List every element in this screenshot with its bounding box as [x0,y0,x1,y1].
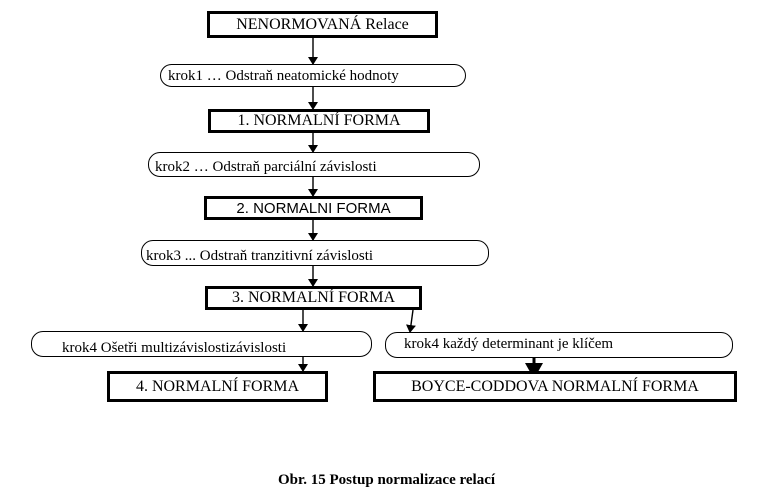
nf2-label: 2. NORMALNI FORMA [236,199,391,217]
step3-pill: krok3 ... Odstraň tranzitivní závislosti [141,240,489,266]
unnormalized-relation-label: NENORMOVANÁ Relace [236,15,409,33]
figure-caption: Obr. 15 Postup normalizace relací [277,472,496,488]
nf3-box: 3. NORMALNÍ FORMA [205,286,422,310]
step4a-pill: krok4 Ošetři multizávislostizávislosti [31,331,372,357]
arrow-nf3-to-step4b [405,309,416,333]
step4b-pill: krok4 každý determinant je klíčem [385,332,733,358]
nf1-label: 1. NORMALNÍ FORMA [237,112,401,129]
step1-pill: krok1 … Odstraň neatomické hodnoty [160,64,466,87]
step3-label: krok3 ... Odstraň tranzitivní závislosti [146,248,374,264]
nf4-label: 4. NORMALNÍ FORMA [135,377,300,395]
bcnf-label: BOYCE-CODDOVA NORMALNÍ FORMA [411,377,699,395]
step1-label: krok1 … Odstraň neatomické hodnoty [168,68,399,84]
unnormalized-relation-box: NENORMOVANÁ Relace [207,11,438,38]
nf2-box: 2. NORMALNI FORMA [204,196,423,220]
nf1-box: 1. NORMALNÍ FORMA [208,109,430,133]
step4a-label: krok4 Ošetři multizávislostizávislosti [62,340,287,356]
step4b-label: krok4 každý determinant je klíčem [404,336,614,352]
nf4-box: 4. NORMALNÍ FORMA [107,371,328,402]
step2-label: krok2 … Odstraň parciální závislosti [155,159,377,175]
bcnf-box: BOYCE-CODDOVA NORMALNÍ FORMA [373,371,737,402]
nf3-label: 3. NORMALNÍ FORMA [231,289,396,306]
step2-pill: krok2 … Odstraň parciální závislosti [148,152,480,177]
